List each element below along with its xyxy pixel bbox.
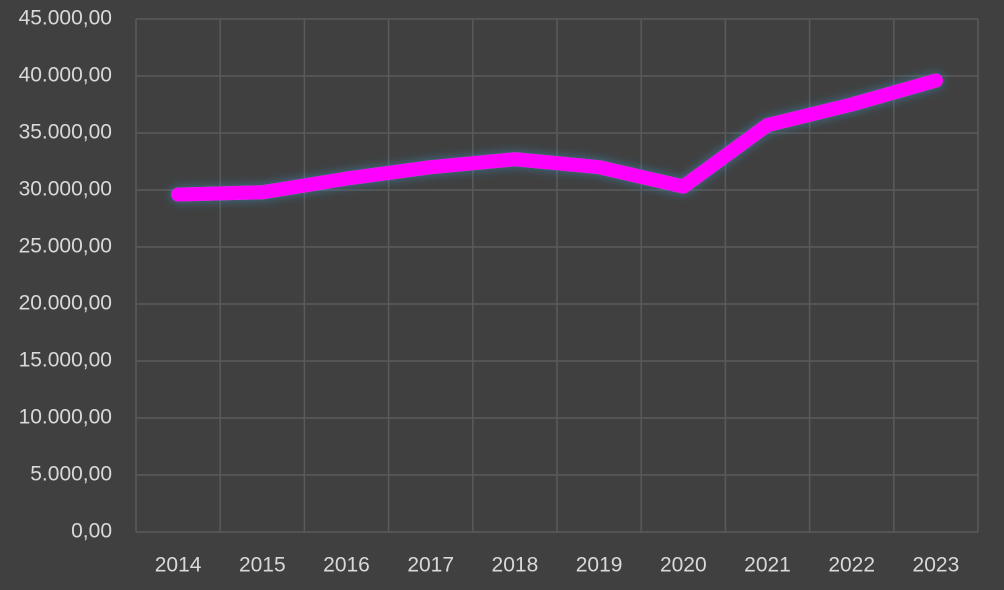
y-tick-label: 15.000,00 <box>19 349 112 372</box>
x-tick-label: 2021 <box>744 554 791 577</box>
y-tick-label: 30.000,00 <box>19 178 112 201</box>
y-tick-label: 40.000,00 <box>19 64 112 87</box>
data-line <box>171 73 943 202</box>
x-tick-label: 2022 <box>828 554 875 577</box>
y-tick-label: 35.000,00 <box>19 121 112 144</box>
y-tick-label: 0,00 <box>71 520 112 543</box>
x-tick-label: 2017 <box>407 554 454 577</box>
y-tick-label: 45.000,00 <box>19 7 112 30</box>
x-tick-label: 2015 <box>239 554 286 577</box>
x-tick-label: 2020 <box>660 554 707 577</box>
x-tick-label: 2014 <box>155 554 202 577</box>
x-tick-label: 2019 <box>576 554 623 577</box>
x-tick-label: 2023 <box>913 554 960 577</box>
x-tick-label: 2016 <box>323 554 370 577</box>
x-tick-label: 2018 <box>492 554 539 577</box>
y-tick-label: 25.000,00 <box>19 235 112 258</box>
y-tick-label: 5.000,00 <box>30 463 112 486</box>
y-tick-label: 20.000,00 <box>19 292 112 315</box>
y-tick-label: 10.000,00 <box>19 406 112 429</box>
